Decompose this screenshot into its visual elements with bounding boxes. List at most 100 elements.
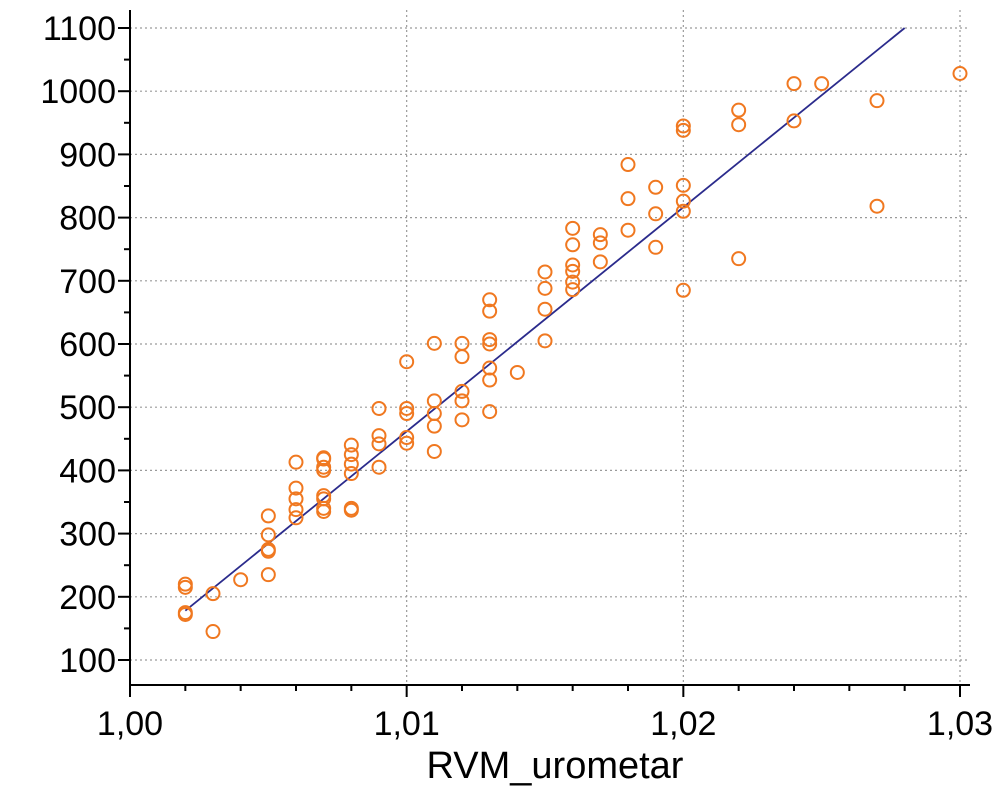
data-point bbox=[260, 567, 276, 583]
data-point bbox=[399, 400, 415, 416]
data-point bbox=[399, 354, 415, 370]
data-point bbox=[675, 282, 691, 298]
x-tick-label: 1,02 bbox=[650, 705, 716, 743]
tick-labels: 100 200 300 400 500 600 700 800 900 1000 1100 1,00 1… bbox=[40, 10, 993, 743]
data-point bbox=[620, 157, 636, 173]
data-point bbox=[731, 102, 747, 118]
data-point bbox=[482, 336, 498, 352]
data-point bbox=[786, 113, 802, 129]
data-point bbox=[343, 437, 359, 453]
data-point bbox=[426, 418, 442, 434]
y-tick-label: 600 bbox=[59, 326, 116, 364]
x-tick-label: 1,03 bbox=[927, 705, 993, 743]
data-point bbox=[509, 364, 525, 380]
data-point bbox=[454, 349, 470, 365]
data-point bbox=[648, 206, 664, 222]
data-point bbox=[288, 502, 304, 518]
data-point bbox=[675, 122, 691, 138]
data-point bbox=[399, 430, 415, 446]
data-point bbox=[233, 572, 249, 588]
data-point bbox=[620, 222, 636, 238]
data-point bbox=[205, 624, 221, 640]
data-point bbox=[371, 459, 387, 475]
data-point bbox=[482, 332, 498, 348]
data-points bbox=[177, 66, 968, 640]
data-point bbox=[482, 372, 498, 388]
data-point bbox=[177, 606, 193, 622]
y-tick-label: 300 bbox=[59, 516, 116, 554]
data-point bbox=[260, 543, 276, 559]
data-point bbox=[592, 254, 608, 270]
data-point bbox=[786, 76, 802, 92]
data-point bbox=[869, 198, 885, 214]
fit-line-group bbox=[184, 27, 906, 612]
data-point bbox=[343, 447, 359, 463]
data-point bbox=[731, 117, 747, 133]
x-axis-label: RVM_urometar bbox=[427, 745, 684, 787]
data-point bbox=[565, 257, 581, 273]
data-point bbox=[343, 456, 359, 472]
y-tick-label: 400 bbox=[59, 452, 116, 490]
data-point bbox=[288, 454, 304, 470]
data-point bbox=[343, 466, 359, 482]
data-point bbox=[592, 235, 608, 251]
data-point bbox=[454, 335, 470, 351]
data-point bbox=[316, 503, 332, 519]
data-point bbox=[288, 510, 304, 526]
data-point bbox=[371, 436, 387, 452]
y-tick-label: 700 bbox=[59, 263, 116, 301]
data-point bbox=[675, 118, 691, 134]
x-tick-label: 1,01 bbox=[374, 705, 440, 743]
data-point bbox=[565, 237, 581, 253]
data-point bbox=[205, 586, 221, 602]
data-point bbox=[371, 400, 387, 416]
data-point bbox=[482, 292, 498, 308]
data-point bbox=[620, 191, 636, 207]
data-point bbox=[316, 462, 332, 478]
data-point bbox=[454, 393, 470, 409]
data-point bbox=[343, 502, 359, 518]
data-point bbox=[316, 451, 332, 467]
data-point bbox=[426, 335, 442, 351]
data-point bbox=[371, 428, 387, 444]
data-point bbox=[952, 66, 968, 82]
gridlines bbox=[130, 10, 970, 685]
data-point bbox=[482, 303, 498, 319]
data-point bbox=[454, 383, 470, 399]
y-tick-label: 1100 bbox=[43, 10, 116, 48]
data-point bbox=[537, 333, 553, 349]
data-point bbox=[426, 443, 442, 459]
data-point bbox=[288, 491, 304, 507]
data-point bbox=[814, 76, 830, 92]
y-tick-label: 900 bbox=[59, 136, 116, 174]
data-point bbox=[565, 220, 581, 236]
axes bbox=[118, 10, 970, 697]
data-point bbox=[537, 301, 553, 317]
data-point bbox=[288, 480, 304, 496]
data-point bbox=[869, 93, 885, 109]
data-point bbox=[592, 227, 608, 243]
data-point bbox=[675, 203, 691, 219]
y-tick-label: 100 bbox=[59, 642, 116, 680]
data-point bbox=[648, 179, 664, 195]
data-point bbox=[260, 508, 276, 524]
data-point bbox=[675, 177, 691, 193]
data-point bbox=[675, 193, 691, 209]
data-point bbox=[565, 263, 581, 279]
data-point bbox=[731, 251, 747, 267]
data-point bbox=[399, 435, 415, 451]
data-point bbox=[537, 264, 553, 280]
y-tick-label: 1000 bbox=[40, 73, 116, 111]
y-tick-label: 200 bbox=[59, 579, 116, 617]
data-point bbox=[648, 239, 664, 255]
data-point bbox=[426, 393, 442, 409]
y-tick-label: 500 bbox=[59, 389, 116, 427]
data-point bbox=[399, 406, 415, 422]
y-tick-label: 800 bbox=[59, 200, 116, 238]
data-point bbox=[482, 404, 498, 420]
data-point bbox=[565, 274, 581, 290]
data-point bbox=[565, 282, 581, 298]
x-tick-label: 1,00 bbox=[97, 705, 163, 743]
data-point bbox=[537, 280, 553, 296]
